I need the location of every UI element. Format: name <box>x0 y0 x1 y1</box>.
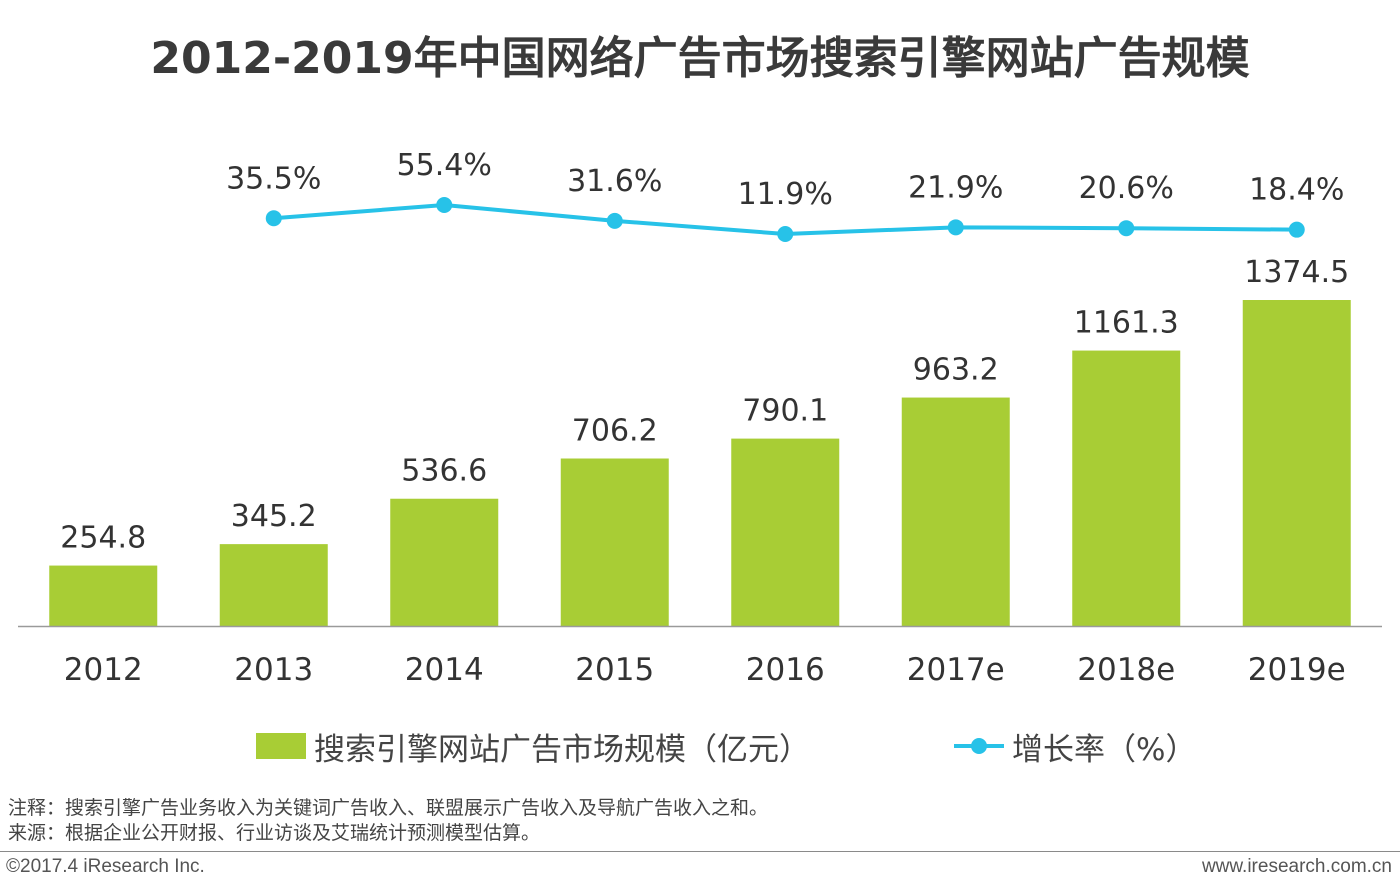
x-tick-label: 2012 <box>64 652 143 688</box>
growth-value-label: 31.6% <box>567 164 662 199</box>
growth-point <box>1118 220 1135 237</box>
bar-value-label: 1374.5 <box>1244 255 1349 290</box>
bar <box>560 458 669 626</box>
legend-bar-label: 搜索引擎网站广告市场规模（亿元） <box>314 731 810 768</box>
bar <box>901 397 1010 626</box>
bar-value-label: 790.1 <box>742 394 828 429</box>
footer-url[interactable]: www.iresearch.com.cn <box>1201 856 1392 877</box>
growth-point <box>1288 221 1305 238</box>
note-source: 来源：根据企业公开财报、行业访谈及艾瑞统计预测模型估算。 <box>8 822 541 844</box>
growth-value-label: 18.4% <box>1249 173 1344 208</box>
footer-divider <box>0 851 1400 852</box>
growth-point <box>606 212 623 229</box>
chart-title: 2012-2019年中国网络广告市场搜索引擎网站广告规模 <box>150 33 1250 84</box>
growth-point <box>436 197 453 213</box>
growth-point <box>947 219 964 236</box>
note-annotation: 注释：搜索引擎广告业务收入为关键词广告收入、联盟展示广告收入及导航广告收入之和。 <box>8 797 769 819</box>
bar <box>1072 350 1181 626</box>
bar <box>49 565 158 626</box>
bar-value-label: 706.2 <box>572 414 658 449</box>
x-tick-label: 2019e <box>1248 652 1346 688</box>
x-tick-label: 2014 <box>405 652 484 688</box>
bar <box>219 544 328 626</box>
bar <box>731 438 840 626</box>
legend-bar-item: 搜索引擎网站广告市场规模（亿元） <box>256 728 810 768</box>
bar-value-label: 1161.3 <box>1074 306 1179 341</box>
growth-value-label: 35.5% <box>226 161 321 196</box>
x-tick-label: 2018e <box>1077 652 1175 688</box>
x-tick-label: 2017e <box>907 652 1005 688</box>
bar-value-label: 345.2 <box>231 499 317 534</box>
growth-point <box>265 210 282 227</box>
legend-line-label: 增长率（%） <box>1012 731 1197 768</box>
x-tick-label: 2013 <box>234 652 313 688</box>
legend-line-item: 增长率（%） <box>954 728 1196 768</box>
growth-point <box>777 226 794 242</box>
growth-value-label: 21.9% <box>908 170 1003 205</box>
bar-value-label: 963.2 <box>913 353 999 388</box>
x-tick-label: 2016 <box>746 652 825 688</box>
chart-notes: 注释：搜索引擎广告业务收入为关键词广告收入、联盟展示广告收入及导航广告收入之和。… <box>8 796 768 846</box>
bar <box>1242 300 1351 626</box>
bar <box>390 498 499 626</box>
bar-value-label: 536.6 <box>401 454 487 489</box>
growth-value-label: 55.4% <box>397 148 492 183</box>
bar-value-label: 254.8 <box>60 521 146 556</box>
footer-copyright: ©2017.4 iResearch Inc. <box>6 856 205 877</box>
growth-value-label: 20.6% <box>1079 171 1174 206</box>
x-tick-label: 2015 <box>575 652 654 688</box>
legend-line-swatch <box>954 733 1004 759</box>
legend-bar-swatch <box>256 733 306 759</box>
growth-value-label: 11.9% <box>738 177 833 212</box>
